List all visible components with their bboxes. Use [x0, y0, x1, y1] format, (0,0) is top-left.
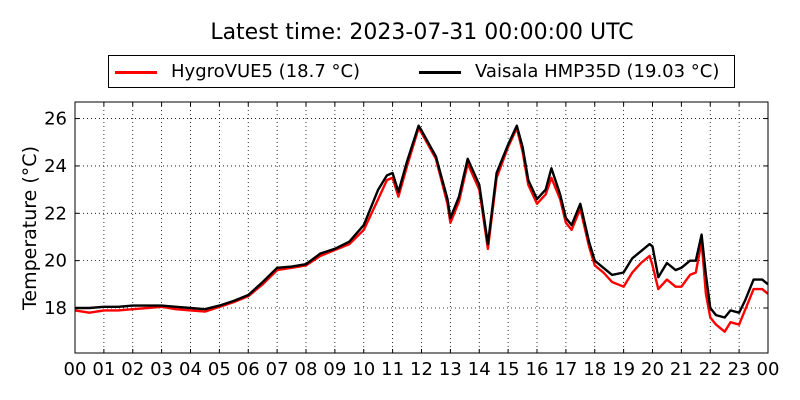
x-tick-label: 20 — [641, 359, 664, 380]
x-tick-label: 03 — [150, 359, 173, 380]
x-tick-label: 22 — [699, 359, 722, 380]
x-tick-label: 04 — [179, 359, 202, 380]
x-tick-label: 11 — [381, 359, 404, 380]
legend-label-vaisala: Vaisala HMP35D (19.03 °C) — [475, 61, 720, 82]
x-tick-label: 19 — [612, 359, 635, 380]
chart-title: Latest time: 2023-07-31 00:00:00 UTC — [210, 20, 634, 45]
x-tick-label: 07 — [266, 359, 289, 380]
x-tick-label: 12 — [410, 359, 433, 380]
tick-layer: 00 01 02 03 04 05 06 07 08 09 10 11 12 13 14 15 16 17 18 19… — [44, 102, 779, 380]
x-tick-label: 06 — [237, 359, 260, 380]
x-tick-label: 18 — [583, 359, 606, 380]
x-tick-label: 09 — [323, 359, 346, 380]
x-tick-label: 16 — [526, 359, 549, 380]
x-tick-label: 15 — [497, 359, 520, 380]
x-tick-label: 10 — [352, 359, 375, 380]
x-tick-label: 14 — [468, 359, 491, 380]
legend-swatch-hygrovue5 — [115, 71, 157, 74]
x-tick-label: 08 — [295, 359, 318, 380]
x-tick-label: 23 — [728, 359, 751, 380]
y-tick-label: 22 — [44, 203, 67, 224]
y-tick-label: 20 — [44, 251, 67, 272]
x-tick-label: 00 — [757, 359, 780, 380]
x-tick-label: 13 — [439, 359, 462, 380]
grid — [75, 102, 768, 353]
x-tick-label: 05 — [208, 359, 231, 380]
x-tick-label: 21 — [670, 359, 693, 380]
y-tick-label: 18 — [44, 298, 67, 319]
y-axis-label: Temperature (°C) — [19, 146, 41, 310]
y-tick-label: 24 — [44, 156, 67, 177]
y-tick-label: 26 — [44, 109, 67, 130]
plot-frame — [74, 101, 769, 354]
legend-label-hygrovue5: HygroVUE5 (18.7 °C) — [171, 61, 361, 82]
series-layer — [74, 124, 769, 333]
legend-swatch-vaisala — [419, 71, 461, 74]
legend: HygroVUE5 (18.7 °C) Vaisala HMP35D (19.0… — [108, 55, 735, 88]
x-tick-label: 00 — [64, 359, 87, 380]
x-tick-label: 01 — [92, 359, 115, 380]
x-tick-label: 17 — [554, 359, 577, 380]
series-line-vaisala — [75, 124, 769, 319]
x-tick-label: 02 — [121, 359, 144, 380]
